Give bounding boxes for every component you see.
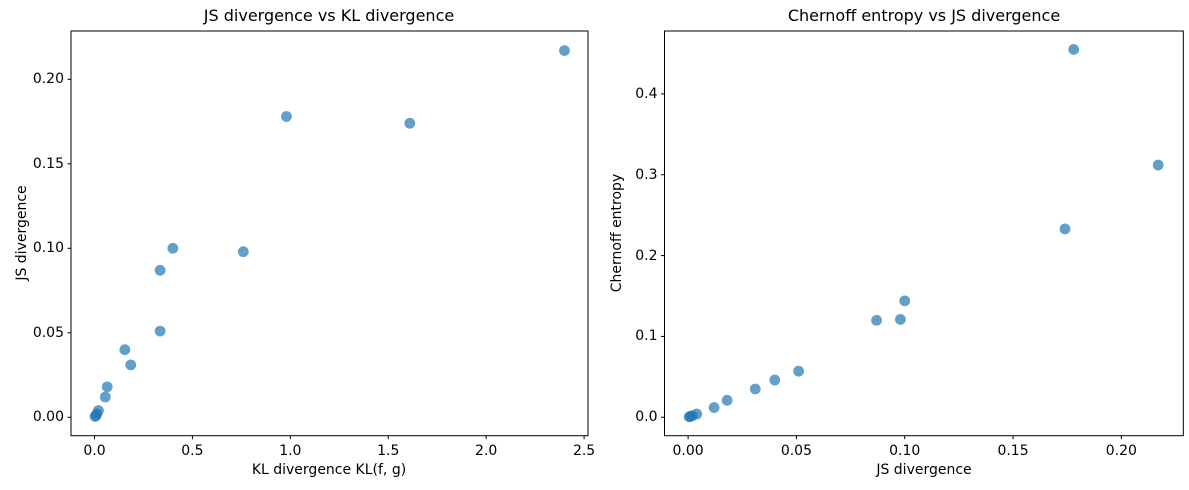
x-tick-label: 0.00 — [672, 442, 704, 459]
x-tick-label: 0.05 — [780, 442, 812, 459]
x-tick-label: 1.5 — [377, 442, 400, 459]
scatter-point — [708, 402, 720, 413]
scatter-point — [125, 359, 137, 371]
x-tick-label: 1.0 — [279, 442, 302, 459]
scatter-point — [154, 325, 166, 337]
scatter-point — [237, 246, 249, 258]
y-tick-label: 0.1 — [635, 328, 658, 345]
scatter-point — [793, 365, 804, 377]
scatter-point — [1068, 44, 1080, 55]
scatter-point — [281, 111, 292, 122]
scatter-point — [559, 45, 570, 57]
right-chart-title: Chernoff entropy vs JS divergence — [787, 6, 1061, 25]
axes-frame — [664, 30, 1184, 437]
scatter-point — [1059, 223, 1071, 235]
scatter-point — [1152, 159, 1164, 171]
y-tick-label: 0.10 — [32, 240, 64, 257]
x-tick-label: 0.10 — [889, 442, 921, 459]
scatter-point — [101, 381, 113, 393]
y-tick-label: 0.2 — [635, 247, 658, 264]
left-chart-title: JS divergence vs KL divergence — [203, 6, 455, 25]
scatter-point — [119, 344, 131, 356]
y-tick-label: 0.4 — [635, 85, 658, 102]
y-tick-label: 0.20 — [32, 71, 64, 88]
y-tick-label: 0.15 — [32, 155, 64, 172]
scatter-point — [871, 314, 882, 326]
x-tick-label: 0.20 — [1105, 442, 1137, 459]
right-x-axis-label: JS divergence — [876, 462, 972, 478]
scatter-point — [154, 264, 166, 276]
x-tick-label: 2.5 — [572, 442, 596, 459]
scatter-point — [899, 295, 911, 307]
x-tick-label: 0.15 — [997, 442, 1029, 459]
scatter-point — [749, 383, 761, 395]
scatter-point — [167, 242, 179, 254]
scatter-point — [93, 405, 104, 416]
y-tick-label: 0.00 — [32, 409, 64, 426]
scatter-point — [769, 374, 781, 386]
left-y-axis-label: JS divergence — [13, 185, 30, 281]
left-x-axis-label: KL divergence KL(f, g) — [251, 462, 407, 478]
axes-frame — [70, 30, 589, 437]
scatter-point — [691, 408, 703, 420]
y-tick-label: 0.0 — [635, 409, 658, 426]
scatter-point — [99, 391, 111, 403]
scatter-point — [894, 314, 906, 325]
right-y-axis-label: Chernoff entropy — [608, 173, 625, 293]
x-tick-label: 0.0 — [83, 442, 106, 459]
x-tick-label: 0.5 — [181, 442, 204, 459]
y-tick-label: 0.3 — [635, 166, 658, 183]
y-tick-label: 0.05 — [32, 324, 64, 341]
scatter-point — [721, 394, 733, 406]
scatter-point — [404, 117, 416, 129]
x-tick-label: 2.0 — [475, 442, 498, 459]
